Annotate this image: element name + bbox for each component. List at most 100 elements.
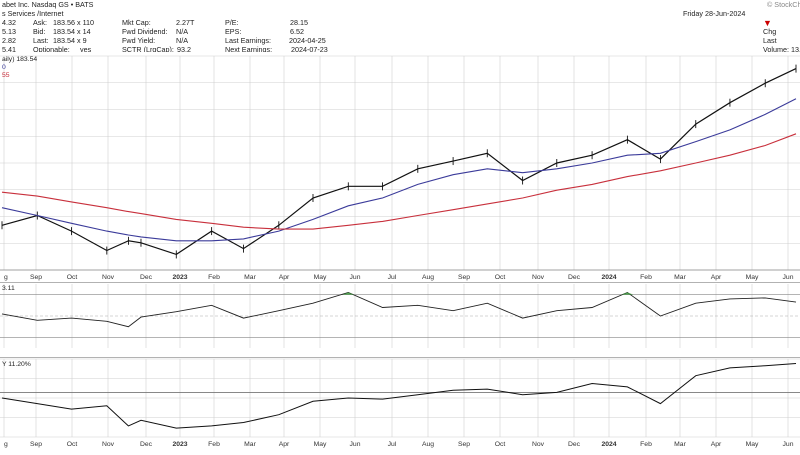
x-tick-label-6: Feb xyxy=(208,274,220,281)
x-tick-label-5: 2023 xyxy=(172,441,187,448)
header-col2-label-2: Last: xyxy=(33,36,49,45)
header-subtitle: s Services /Internet xyxy=(2,9,64,18)
relative-title: Y 11.20% xyxy=(2,361,31,368)
x-tick-label-13: Sep xyxy=(458,441,470,448)
x-tick-label-8: Apr xyxy=(279,274,290,281)
x-tick-label-16: Dec xyxy=(568,441,581,448)
x-tick-label-16: Dec xyxy=(568,274,581,281)
rsi-series-line xyxy=(1,291,797,328)
x-tick-label-11: Jul xyxy=(388,274,397,281)
x-tick-label-15: Nov xyxy=(532,441,545,448)
header-col3-label-3: SCTR (LrgCap): xyxy=(122,45,174,54)
x-tick-label-11: Jul xyxy=(388,441,397,448)
x-tick-label-14: Oct xyxy=(495,441,506,448)
x-tick-label-10: Jun xyxy=(350,441,361,448)
x-tick-label-15: Nov xyxy=(532,274,545,281)
x-tick-label-4: Dec xyxy=(140,274,153,281)
x-tick-label-17: 2024 xyxy=(601,441,616,448)
header-col3-value-2: N/A xyxy=(176,36,188,45)
down-triangle-icon: ▼ xyxy=(763,18,772,28)
header-col3-label-1: Fwd Dividend: xyxy=(122,27,168,36)
x-tick-label-1: Sep xyxy=(30,274,42,281)
x-tick-label-0: g xyxy=(4,274,8,281)
x-tick-label-7: Mar xyxy=(244,441,256,448)
x-tick-label-8: Apr xyxy=(279,441,290,448)
relative-series-line xyxy=(1,363,797,429)
x-tick-label-9: May xyxy=(314,441,327,448)
x-tick-label-13: Sep xyxy=(458,274,470,281)
header-col1-1: 5.13 xyxy=(2,27,16,36)
x-tick-label-7: Mar xyxy=(244,274,256,281)
header-col4-value-0: 28.15 xyxy=(290,18,308,27)
x-tick-label-18: Feb xyxy=(640,274,652,281)
header-col4-label-0: P/E: xyxy=(225,18,239,27)
header-title: abet Inc. Nasdaq GS • BATS xyxy=(2,0,94,9)
x-tick-label-21: May xyxy=(746,274,759,281)
x-tick-label-3: Nov xyxy=(102,274,115,281)
header-date: Friday 28-Jun-2024 xyxy=(683,9,746,18)
header-col2-value-2: 183.54 x 9 xyxy=(53,36,87,45)
x-tick-label-6: Feb xyxy=(208,441,220,448)
x-tick-label-3: Nov xyxy=(102,441,115,448)
legend-sma50-label: 0 xyxy=(2,64,6,71)
relative-panel: g Sep Oct Nov Dec 2023 Feb Mar Apr May Jun Jul Aug Se… xyxy=(0,357,800,450)
header-col4-label-3: Next Earnings: xyxy=(225,45,273,54)
x-tick-label-0: g xyxy=(4,441,8,448)
rsi-title: 3.11 xyxy=(2,285,15,292)
header-col4-value-3: 2024-07-23 xyxy=(291,45,328,54)
header-col1-3: 5.41 xyxy=(2,45,16,54)
header-col2-label-0: Ask: xyxy=(33,18,47,27)
x-tick-label-9: May xyxy=(314,274,327,281)
x-tick-label-22: Jun xyxy=(783,274,794,281)
header-col1-0: 4.32 xyxy=(2,18,16,27)
x-tick-label-4: Dec xyxy=(140,441,153,448)
x-tick-label-19: Mar xyxy=(674,274,686,281)
header-last-label: Last xyxy=(763,36,777,45)
price-panel: g Sep Oct Nov Dec 2023 Feb Mar Apr May Jun Jul Aug Se… xyxy=(0,52,800,284)
x-tick-label-19: Mar xyxy=(674,441,686,448)
rsi-panel: 3.11 xyxy=(0,282,800,350)
x-tick-label-12: Aug xyxy=(422,441,434,448)
header-col3-value-1: N/A xyxy=(176,27,188,36)
header-col2-label-1: Bid: xyxy=(33,27,46,36)
x-tick-label-1: Sep xyxy=(30,441,42,448)
legend-price-label: aily) 183.54 xyxy=(2,56,37,63)
header-col4-label-1: EPS: xyxy=(225,27,242,36)
sma200-series-line xyxy=(1,133,797,230)
x-tick-label-5: 2023 xyxy=(172,274,187,281)
header-col3-label-0: Mkt Cap: xyxy=(122,18,151,27)
rsi-overbought-fill-19 xyxy=(621,292,634,295)
x-tick-label-22: Jun xyxy=(783,441,794,448)
watermark: © StockCh xyxy=(767,0,800,9)
header-col2-value-3: yes xyxy=(80,45,92,54)
price-series-line xyxy=(1,68,797,256)
x-tick-label-21: May xyxy=(746,441,759,448)
price-chart: g Sep Oct Nov Dec 2023 Feb Mar Apr May Jun Jul Aug Se… xyxy=(0,55,800,281)
header-col3-value-0: 2.27T xyxy=(176,18,195,27)
header-col1-2: 2.82 xyxy=(2,36,16,45)
header-volume-label: Volume: 13,7 xyxy=(763,45,800,54)
header-col3-value-3: 93.2 xyxy=(177,45,191,54)
x-tick-label-10: Jun xyxy=(350,274,361,281)
header-chg-label: Chg xyxy=(763,27,777,36)
x-tick-label-20: Apr xyxy=(711,274,722,281)
x-tick-label-12: Aug xyxy=(422,274,434,281)
rsi-chart: 3.11 xyxy=(0,282,800,348)
relative-chart: g Sep Oct Nov Dec 2023 Feb Mar Apr May Jun Jul Aug Se… xyxy=(0,357,800,448)
header-col3-label-2: Fwd Yield: xyxy=(122,36,156,45)
header-col4-value-1: 6.52 xyxy=(290,27,304,36)
header-col4-value-2: 2024-04-25 xyxy=(289,36,326,45)
x-tick-label-17: 2024 xyxy=(601,274,616,281)
x-tick-label-18: Feb xyxy=(640,441,652,448)
x-tick-label-2: Oct xyxy=(67,441,78,448)
rsi-overbought-fill-11 xyxy=(342,292,355,295)
x-tick-label-20: Apr xyxy=(711,441,722,448)
chart-header: abet Inc. Nasdaq GS • BATS s Services /I… xyxy=(0,0,800,54)
legend-sma200-label: 55 xyxy=(2,72,10,79)
x-tick-label-14: Oct xyxy=(495,274,506,281)
header-col2-value-1: 183.54 x 14 xyxy=(53,27,91,36)
header-col4-label-2: Last Earnings: xyxy=(225,36,271,45)
header-col2-label-3: Optionable: xyxy=(33,45,70,54)
x-tick-label-2: Oct xyxy=(67,274,78,281)
header-col2-value-0: 183.56 x 110 xyxy=(53,18,95,27)
